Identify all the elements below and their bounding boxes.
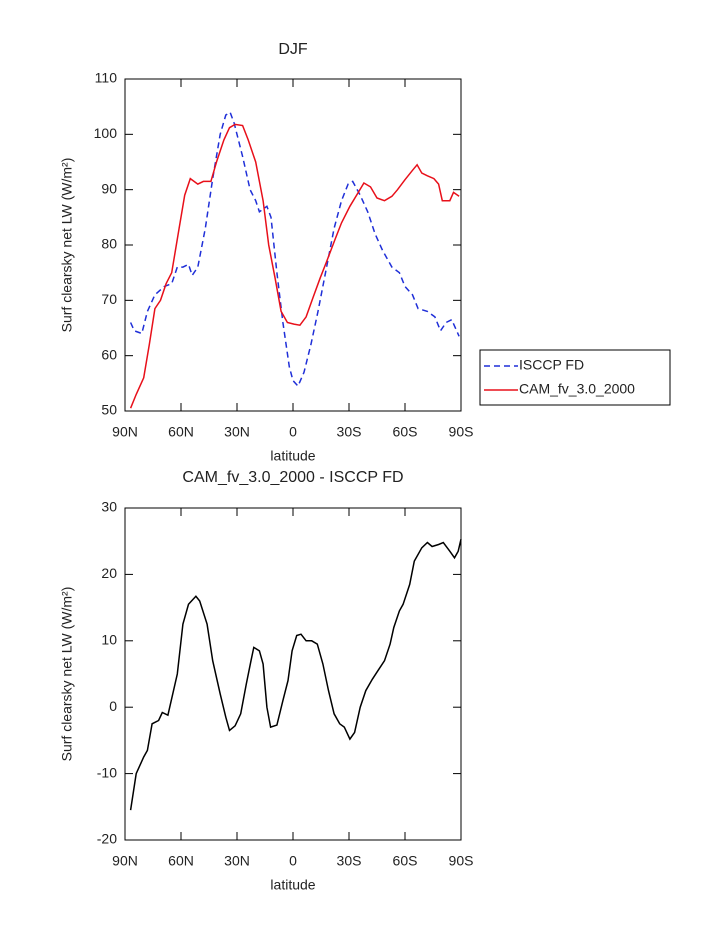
- y-tick-label: 0: [109, 698, 117, 714]
- y-tick-label: 60: [101, 346, 117, 362]
- x-tick-label: 60S: [393, 853, 418, 869]
- y-tick-label: 100: [94, 125, 118, 141]
- data-line: [129, 111, 460, 388]
- chart-title: CAM_fv_3.0_2000 - ISCCP FD: [182, 469, 403, 486]
- y-tick-label: 20: [101, 565, 117, 581]
- x-tick-label: 0: [289, 853, 297, 869]
- y-tick-label: 90: [101, 180, 117, 196]
- y-tick-label: 80: [101, 236, 117, 252]
- x-tick-label: 30N: [224, 424, 250, 440]
- data-line: [129, 539, 462, 811]
- x-tick-label: 90S: [449, 424, 474, 440]
- data-line: [129, 123, 460, 409]
- x-axis-label: latitude: [270, 448, 315, 464]
- legend-label: CAM_fv_3.0_2000: [519, 381, 635, 397]
- plot-frame: [124, 507, 462, 841]
- y-tick-label: -10: [97, 764, 117, 780]
- x-axis-label: latitude: [270, 877, 315, 893]
- legend-box: [479, 349, 671, 406]
- x-tick-label: 60N: [168, 853, 194, 869]
- x-tick-label: 90S: [449, 853, 474, 869]
- x-tick-label: 90N: [112, 424, 138, 440]
- x-tick-label: 30S: [337, 853, 362, 869]
- y-tick-label: 70: [101, 291, 117, 307]
- x-tick-label: 90N: [112, 853, 138, 869]
- x-tick-label: 0: [289, 424, 297, 440]
- legend-label: ISCCP FD: [519, 357, 584, 373]
- chart-title: DJF: [278, 41, 308, 58]
- y-axis-label: Surf clearsky net LW (W/m²): [59, 587, 75, 762]
- y-tick-label: 10: [101, 632, 117, 648]
- x-tick-label: 60N: [168, 424, 194, 440]
- x-tick-label: 30N: [224, 853, 250, 869]
- x-tick-label: 30S: [337, 424, 362, 440]
- y-tick-label: 50: [101, 402, 117, 418]
- y-tick-label: -20: [97, 831, 117, 847]
- y-tick-label: 110: [95, 70, 118, 86]
- y-axis-label: Surf clearsky net LW (W/m²): [59, 158, 75, 333]
- x-tick-label: 60S: [393, 424, 418, 440]
- y-tick-label: 30: [101, 499, 117, 515]
- plot-frame: [124, 78, 462, 412]
